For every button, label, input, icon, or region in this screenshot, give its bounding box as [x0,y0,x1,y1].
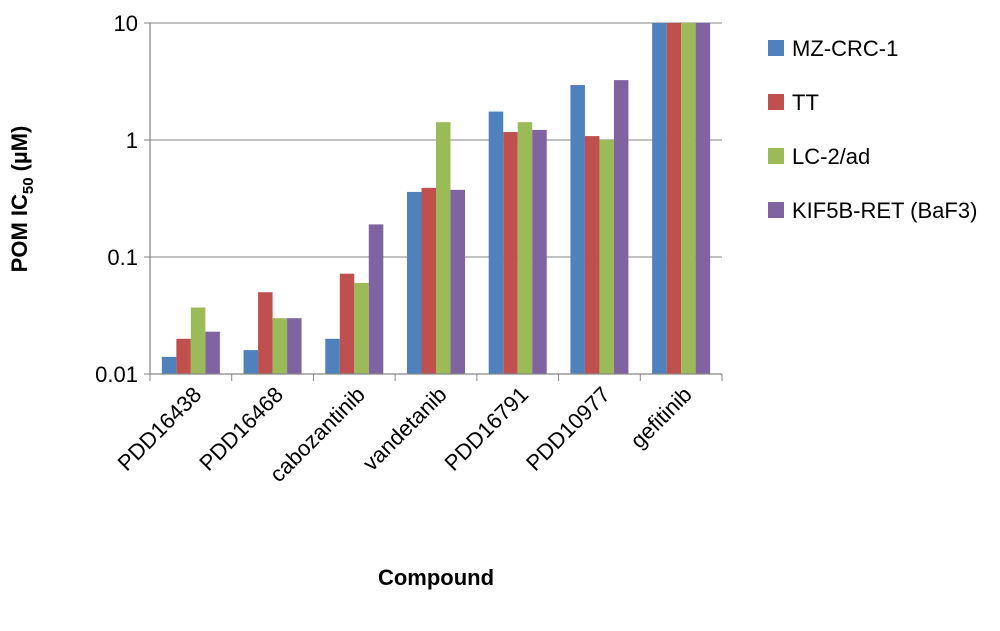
bar [190,307,206,374]
legend-swatch [768,94,784,110]
bar [205,331,220,374]
bar [695,23,711,374]
x-axis-title: Compound [378,565,494,590]
y-tick-label: 0.1 [107,245,138,270]
legend-swatch [768,148,784,164]
bar [421,187,436,374]
bars [161,23,711,374]
bar [570,85,585,374]
x-tick-label: gefitinib [625,382,696,453]
x-tick-label: PDD16791 [439,382,533,476]
x-tick-label: PDD16438 [113,382,207,476]
y-axis-title: POM IC50 (µM) [7,126,37,273]
x-tick-labels: PDD16438PDD16468cabozantinibvandetanibPD… [113,382,697,487]
bar [287,318,302,374]
bar [681,23,696,374]
bar [354,282,369,374]
bar [613,80,629,374]
bar [436,122,451,374]
axes [144,22,723,381]
legend-label: MZ-CRC-1 [792,36,898,61]
bar [503,132,518,374]
bar [517,122,533,374]
legend-label: LC-2/ad [792,144,870,169]
legend-swatch [768,40,784,56]
bar [176,338,191,374]
bar [161,356,177,374]
bar [652,23,667,374]
bar [368,224,384,374]
bar [666,23,682,374]
y-axis-title-subscript: 50 [20,177,37,194]
bar [488,111,504,374]
bar [599,140,614,374]
legend-label: KIF5B-RET (BaF3) [792,198,977,223]
bar [258,292,273,374]
legend-label: TT [792,90,819,115]
bar [407,191,422,374]
bar [450,189,465,374]
bar [339,273,355,374]
x-tick-label: PDD10977 [521,382,615,476]
bar [584,136,600,374]
bar [325,338,340,374]
bar [532,129,547,374]
legend-swatch [768,202,784,218]
bar [272,318,288,374]
y-axis-title-unit: (µM) [7,126,32,178]
y-tick-label: 0.01 [95,362,138,387]
legend: MZ-CRC-1 TT LC-2/ad KIF5B-RET (BaF3) [768,36,977,223]
y-tick-label: 10 [114,11,138,36]
y-tick-labels: 10 1 0.1 0.01 [95,11,138,387]
y-axis-title-main: POM IC [7,194,32,272]
bar [243,350,259,374]
x-tick-label: vandetanib [358,382,452,476]
y-tick-label: 1 [126,128,138,153]
